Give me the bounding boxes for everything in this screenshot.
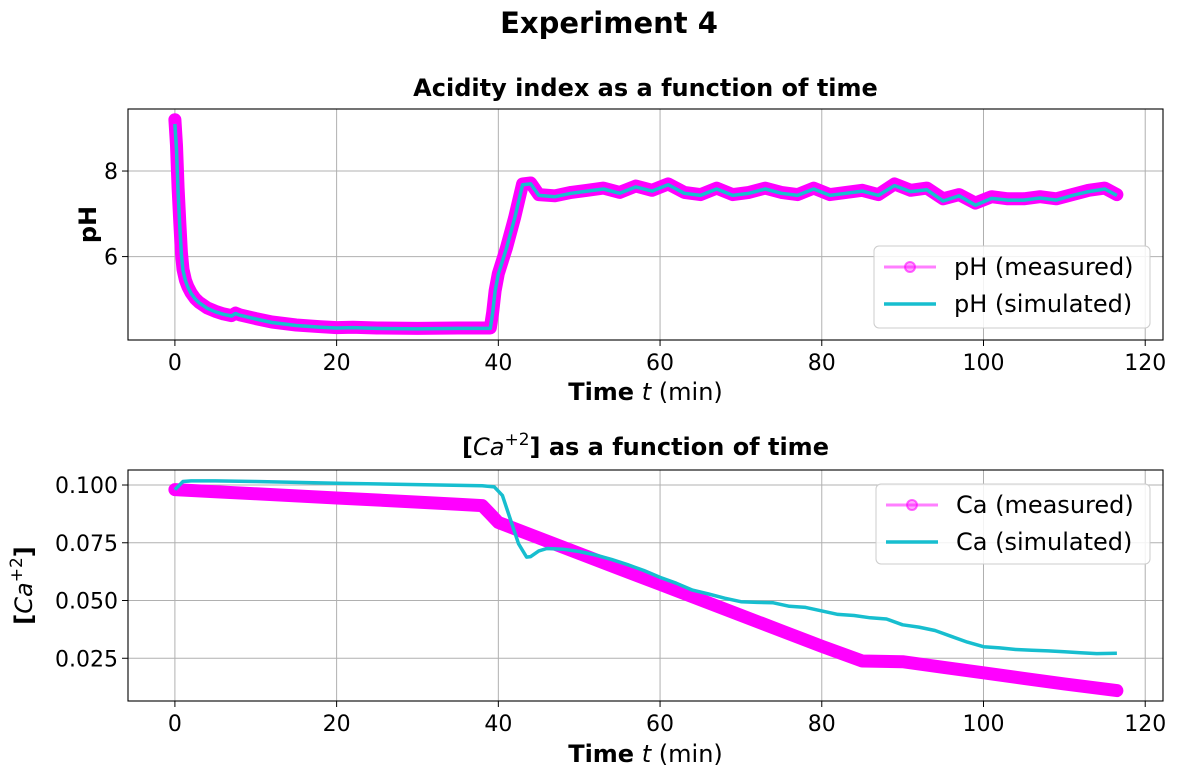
x-tick-label: 80 (808, 712, 836, 737)
series-ca-measured-point (1059, 678, 1070, 690)
series-ca-measured-point (371, 494, 383, 506)
x-tick-label: 100 (962, 712, 1004, 737)
x-tick-label: 20 (323, 712, 351, 737)
series-ca-measured-point (816, 641, 828, 652)
series-ca-measured-point (533, 532, 545, 544)
x-tick-label: 40 (484, 712, 512, 737)
series-ph-measured-point (169, 114, 181, 125)
series-ca-measured-point (978, 667, 989, 679)
x-tick-label: 60 (646, 712, 674, 737)
series-ca-measured-point (654, 579, 666, 590)
series-ca-simulated-line (173, 479, 1117, 656)
legend-label: Ca (simulated) (956, 528, 1132, 556)
x-tick-label: 120 (1124, 351, 1166, 376)
x-tick-label: 20 (323, 351, 351, 376)
series-ca-measured-point (897, 656, 908, 667)
y-tick-label: 0.050 (55, 590, 118, 615)
series-ca-measured-point (695, 594, 706, 606)
figure-suptitle: Experiment 4 (500, 6, 718, 40)
y-tick-label: 6 (104, 246, 118, 271)
x-axis-label: Time t (min) (568, 378, 723, 406)
series-ca-measured-point (735, 610, 747, 621)
legend-label: pH (simulated) (954, 290, 1132, 318)
legend-label: Ca (measured) (956, 491, 1134, 519)
axes-frame (127, 108, 1164, 341)
series-ca-measured-point (250, 488, 262, 500)
x-tick-label: 60 (646, 351, 674, 376)
chart-title: [Ca+2] as a function of time (462, 430, 829, 461)
ph-chart: Acidity index as a function of time 0 20 40… (74, 74, 1166, 406)
x-tick-label: 40 (484, 351, 512, 376)
y-axis-label: pH (74, 206, 102, 243)
series-ca-measured-point (937, 662, 949, 673)
series-ca-measured-point (493, 517, 504, 528)
series-ca-measured-point (1111, 685, 1123, 696)
axes-frame (127, 469, 1164, 702)
y-tick-label: 8 (104, 160, 118, 185)
x-tick-label: 0 (168, 712, 182, 737)
series-ca-measured-point (452, 498, 464, 510)
y-tick-label: 0.075 (55, 532, 118, 557)
series-ca-measured-point (485, 508, 496, 520)
y-tick-label: 0.100 (55, 474, 118, 499)
x-tick-label: 100 (962, 351, 1004, 376)
legend: Ca (measured) Ca (simulated) (875, 483, 1151, 565)
series-ca-measured-point (476, 500, 488, 511)
series-ph-simulated-line (173, 123, 1118, 331)
x-tick-label: 0 (168, 351, 182, 376)
calcium-chart: [Ca+2] as a function of time 0 20 40 60 80 100… (7, 430, 1166, 768)
series-ca-measured-point (290, 490, 302, 502)
y-axis-label: [Ca+2] (7, 546, 38, 624)
series-ca-measured-point (331, 492, 342, 504)
series-ca-measured-line (168, 483, 1124, 698)
x-tick-label: 120 (1124, 712, 1166, 737)
legend: pH (measured) pH (simulated) (873, 245, 1151, 329)
y-tick-label: 0.025 (55, 647, 118, 672)
x-axis-label: Time t (min) (568, 740, 723, 768)
chart-title: Acidity index as a function of time (413, 74, 878, 102)
series-ca-measured-point (1018, 673, 1030, 684)
series-ca-measured-point (776, 625, 787, 637)
series-ca-measured-point (614, 563, 625, 575)
series-ca-measured-point (210, 486, 221, 497)
series-ca-measured-point (856, 655, 868, 667)
legend-label: pH (measured) (954, 253, 1134, 281)
series-ca-measured-point (412, 496, 423, 508)
x-tick-label: 80 (808, 351, 836, 376)
